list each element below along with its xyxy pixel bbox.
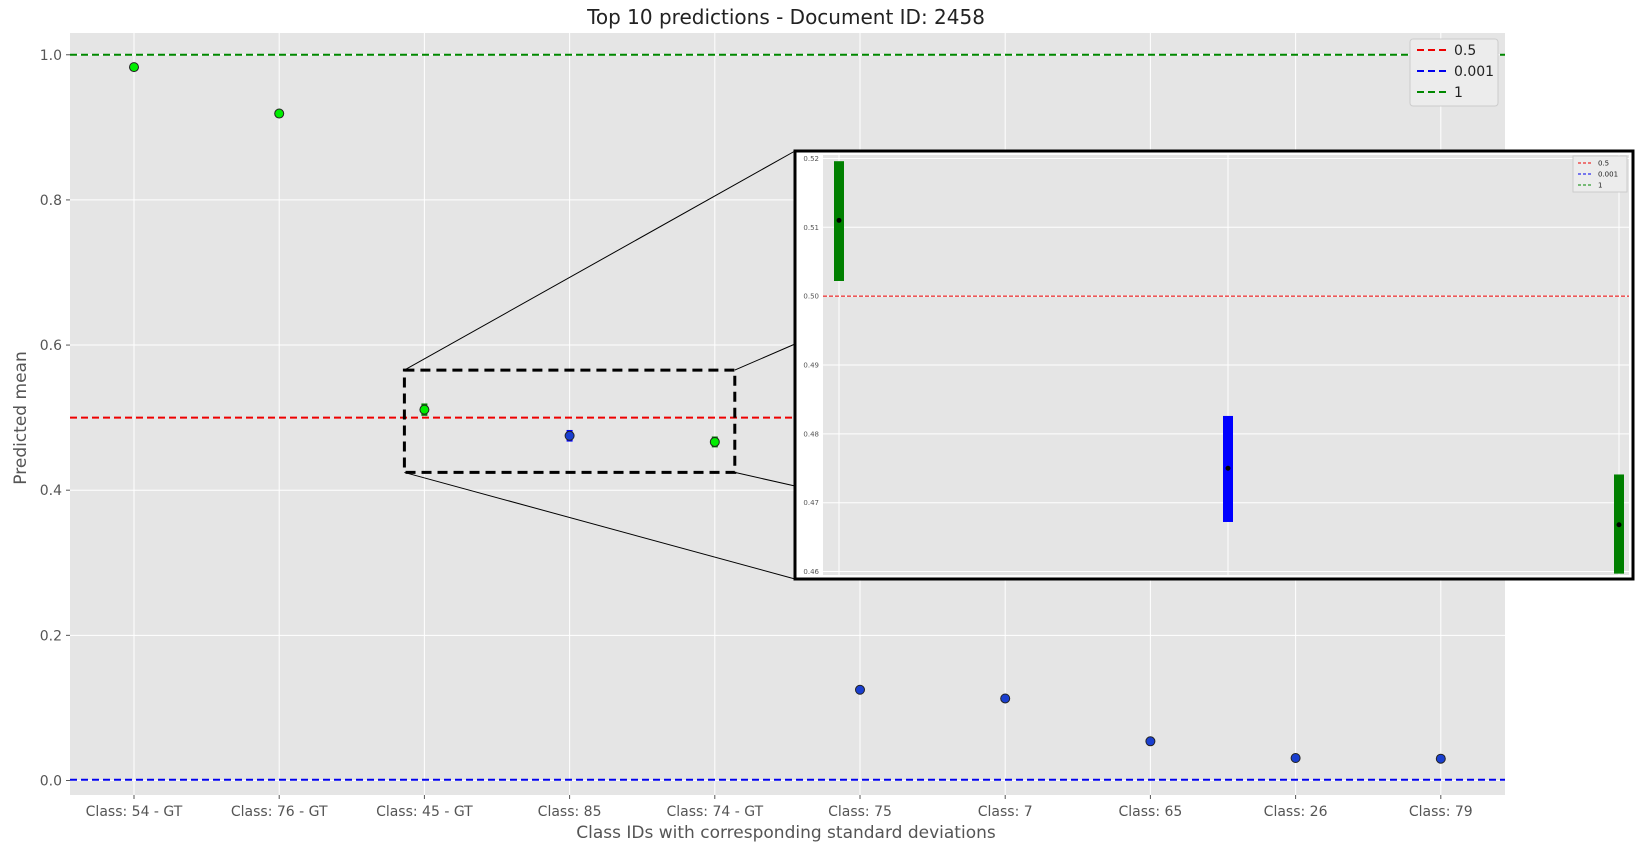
- legend: 0.5 0.001 1: [1409, 38, 1499, 107]
- y-tick-label: 0.6: [40, 338, 62, 354]
- inset-y-tick-label: 0.46: [803, 568, 819, 576]
- inset-plot: 0.46 0.47 0.48 0.49 0.50 0.51 0.52 0.5 0.001 1: [793, 149, 1635, 581]
- inset-y-tick-label: 0.48: [803, 430, 819, 438]
- zoom-connectors: [402, 150, 796, 580]
- inset-data-point: [836, 217, 842, 223]
- inset-legend: 0.5 0.001 1: [1572, 155, 1628, 193]
- y-tick-label: 0.4: [40, 483, 62, 499]
- connector-line: [734, 471, 796, 487]
- inset-border: [793, 149, 1635, 581]
- y-tick-label: 0.2: [40, 628, 62, 644]
- inset-y-tick-label: 0.49: [803, 362, 819, 370]
- y-axis-label: Predicted mean: [11, 351, 31, 484]
- inset-y-tick-label: 0.47: [803, 499, 819, 507]
- x-tick-label: Class: 26: [1264, 804, 1328, 820]
- legend-label: 1: [1454, 85, 1463, 101]
- x-tick-label: Class: 65: [1118, 804, 1182, 820]
- inset-data-point: [1616, 522, 1622, 528]
- x-tick-label: Class: 54 - GT: [86, 804, 183, 820]
- x-tick-label: Class: 79: [1409, 804, 1473, 820]
- y-tick-label: 0.8: [40, 193, 62, 209]
- data-point: [564, 430, 575, 441]
- inset-y-tick-label: 0.52: [803, 155, 819, 163]
- data-point: [709, 436, 720, 447]
- inset-data-point: [1225, 465, 1231, 471]
- y-tick-label: 0.0: [40, 773, 62, 789]
- data-point: [274, 108, 285, 119]
- x-tick-label: Class: 74 - GT: [666, 804, 763, 820]
- x-tick-label: Class: 7: [978, 804, 1033, 820]
- inset-legend-box: [1572, 155, 1628, 193]
- inset-legend-label: 1: [1598, 182, 1602, 190]
- inset-legend-label: 0.5: [1598, 160, 1609, 168]
- data-point: [1290, 752, 1301, 763]
- data-point: [1000, 693, 1011, 704]
- data-point: [129, 62, 139, 73]
- connector-line: [404, 150, 796, 371]
- inset-y-tick-label: 0.50: [803, 293, 819, 301]
- x-tick-label: Class: 75: [828, 804, 892, 820]
- zoom-region: [402, 368, 737, 474]
- legend-label: 0.001: [1454, 64, 1494, 80]
- inset-y-tick-label: 0.51: [803, 224, 819, 232]
- chart-title: Top 10 predictions - Document ID: 2458: [586, 5, 985, 29]
- connector-line: [404, 471, 796, 580]
- legend-label: 0.5: [1454, 43, 1476, 59]
- data-point: [1145, 736, 1156, 747]
- x-tick-label: Class: 76 - GT: [231, 804, 328, 820]
- connector-line: [734, 343, 796, 371]
- inset-legend-label: 0.001: [1598, 171, 1618, 179]
- x-tick-label: Class: 45 - GT: [376, 804, 473, 820]
- legend-box: [1409, 38, 1499, 107]
- y-tick-label: 1.0: [40, 48, 62, 64]
- data-point: [1435, 753, 1446, 764]
- data-point: [855, 684, 865, 695]
- x-axis-label: Class IDs with corresponding standard de…: [576, 823, 996, 843]
- data-point: [419, 404, 430, 415]
- x-tick-label: Class: 85: [538, 804, 602, 820]
